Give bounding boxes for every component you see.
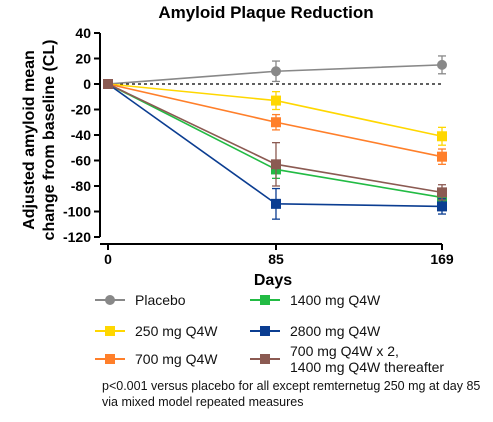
series-5: [103, 79, 447, 201]
data-point: [437, 187, 447, 198]
y-tick-label: -120: [63, 229, 91, 245]
axes: 40 20 0 -20 -40 -60 -80 -100 -120 0 85 169: [63, 25, 454, 267]
y-tick-label: -20: [71, 102, 91, 118]
data-point: [103, 79, 113, 89]
data-point: [270, 159, 281, 170]
legend-marker: [95, 293, 125, 307]
data-point: [437, 59, 447, 70]
x-axis-label: Days: [254, 272, 292, 289]
data-point: [270, 117, 281, 128]
series-layer: [103, 55, 447, 220]
y-tick-label: -80: [71, 178, 91, 194]
x-tick-label: 169: [430, 251, 454, 267]
x-tick-label: 0: [104, 251, 112, 267]
legend-label: 250 mg Q4W: [135, 323, 218, 339]
legend-item: 700 mg Q4W: [95, 351, 217, 367]
data-point: [270, 198, 281, 209]
y-tick-label: 20: [75, 51, 91, 67]
legend-marker: [95, 352, 125, 366]
chart-title: Amyloid Plaque Reduction: [158, 3, 373, 22]
data-point: [437, 131, 447, 142]
legend-label: 1400 mg Q4W: [290, 292, 381, 308]
legend-marker: [250, 293, 280, 307]
legend-label: 700 mg Q4W: [135, 351, 218, 367]
legend-marker: [250, 324, 280, 338]
y-axis-label-line-2: change from baseline (CL): [41, 40, 58, 241]
legend-item: 250 mg Q4W: [95, 323, 217, 339]
legend-marker: [95, 324, 125, 338]
x-tick-label: 85: [268, 251, 284, 267]
series-1: [103, 79, 447, 146]
footnote: p<0.001 versus placebo for all except re…: [102, 379, 481, 409]
y-axis-label-line-1: Adjusted amyloid mean: [21, 50, 38, 230]
y-tick-label: -60: [71, 153, 91, 169]
legend-label: Placebo: [135, 292, 186, 308]
data-point: [270, 66, 281, 77]
data-point: [270, 95, 281, 106]
data-point: [437, 201, 447, 212]
legend-item: 700 mg Q4W x 2, 1400 mg Q4W thereafter: [250, 343, 444, 375]
chart: Amyloid Plaque Reduction Adjusted amyloi…: [21, 3, 454, 289]
legend-marker: [250, 352, 280, 366]
legend-item: 2800 mg Q4W: [250, 323, 380, 339]
legend-item: Placebo: [95, 292, 186, 308]
y-tick-label: 0: [83, 76, 91, 92]
y-tick-label: -100: [63, 204, 91, 220]
series-0: [103, 55, 447, 89]
legend-label: 2800 mg Q4W: [290, 323, 381, 339]
y-tick-label: -40: [71, 127, 91, 143]
legend-label: 700 mg Q4W x 2, 1400 mg Q4W thereafter: [290, 343, 445, 375]
legend-item: 1400 mg Q4W: [250, 292, 380, 308]
y-tick-label: 40: [75, 25, 91, 41]
data-point: [437, 151, 447, 162]
